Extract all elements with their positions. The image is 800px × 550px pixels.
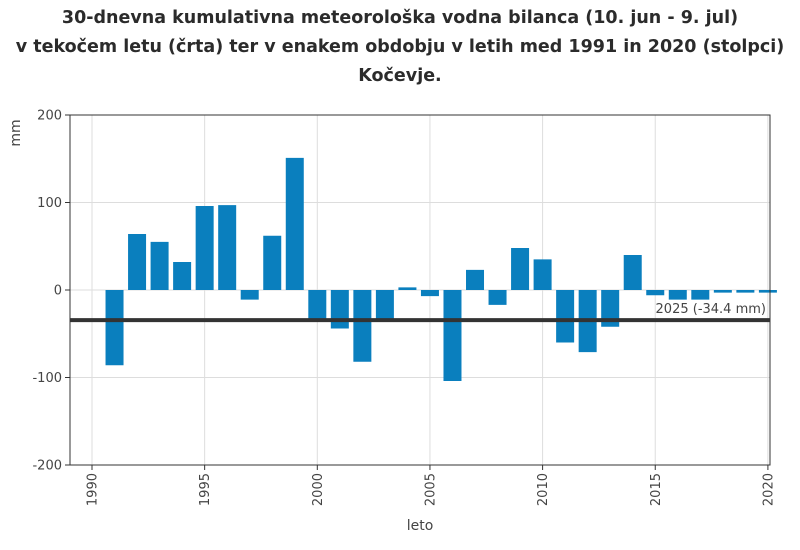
chart-title-line-3: Kočevje. [358, 66, 442, 86]
bar [758, 290, 777, 293]
bar [375, 290, 394, 319]
bar [128, 234, 147, 290]
bar [713, 290, 732, 293]
x-tick-label: 1995 [198, 473, 213, 506]
bar [646, 290, 665, 296]
x-axis-ticks: 1990 1995 2000 2005 2010 2015 2020 [86, 465, 776, 506]
y-axis-ticks: 200 100 0 -100 -200 [32, 109, 70, 474]
y-axis-label: mm [8, 119, 24, 146]
bar [556, 290, 575, 343]
reference-line-label: 2025 (-34.4 mm) [656, 302, 766, 317]
y-tick-label: 200 [37, 109, 62, 124]
x-tick-label: 2000 [311, 473, 326, 506]
x-axis-label: leto [407, 518, 434, 534]
bar [218, 205, 237, 290]
bar [601, 290, 620, 327]
y-tick-label: 100 [37, 196, 62, 211]
bar [420, 290, 439, 297]
bar [398, 287, 417, 290]
bar [240, 290, 259, 300]
bar [466, 269, 485, 290]
bar [736, 290, 755, 293]
y-tick-label: -200 [32, 459, 62, 474]
bar [263, 235, 282, 290]
bar [533, 259, 552, 290]
bar [691, 290, 710, 300]
x-tick-label: 2015 [649, 473, 664, 506]
chart-title-line-2: v tekočem letu (črta) ter v enakem obdob… [15, 37, 785, 57]
bar [105, 290, 124, 366]
bar [353, 290, 372, 362]
x-tick-label: 2005 [423, 473, 438, 506]
bar [195, 206, 214, 290]
x-tick-label: 1990 [86, 473, 101, 506]
chart-title: 30-dnevna kumulativna meteorološka vodna… [0, 4, 800, 91]
reference-line-group: 2025 (-34.4 mm) [70, 302, 770, 323]
x-tick-label: 2020 [761, 473, 776, 506]
y-tick-label: 0 [54, 284, 62, 299]
bar [623, 255, 642, 290]
bar [443, 290, 462, 381]
bar [308, 290, 327, 319]
bar [511, 248, 530, 290]
bar [668, 290, 687, 300]
bar [173, 262, 192, 290]
bar [330, 290, 349, 329]
x-tick-label: 2010 [536, 473, 551, 506]
bars [105, 157, 777, 381]
chart-title-line-1: 30-dnevna kumulativna meteorološka vodna… [61, 8, 739, 28]
bar [150, 241, 169, 290]
bar [488, 290, 507, 305]
y-tick-label: -100 [32, 371, 62, 386]
bar [285, 157, 304, 290]
